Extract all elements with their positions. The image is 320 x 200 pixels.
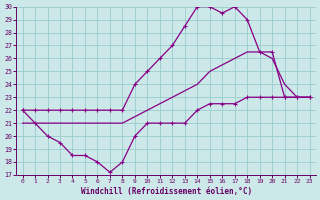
X-axis label: Windchill (Refroidissement éolien,°C): Windchill (Refroidissement éolien,°C) — [81, 187, 252, 196]
